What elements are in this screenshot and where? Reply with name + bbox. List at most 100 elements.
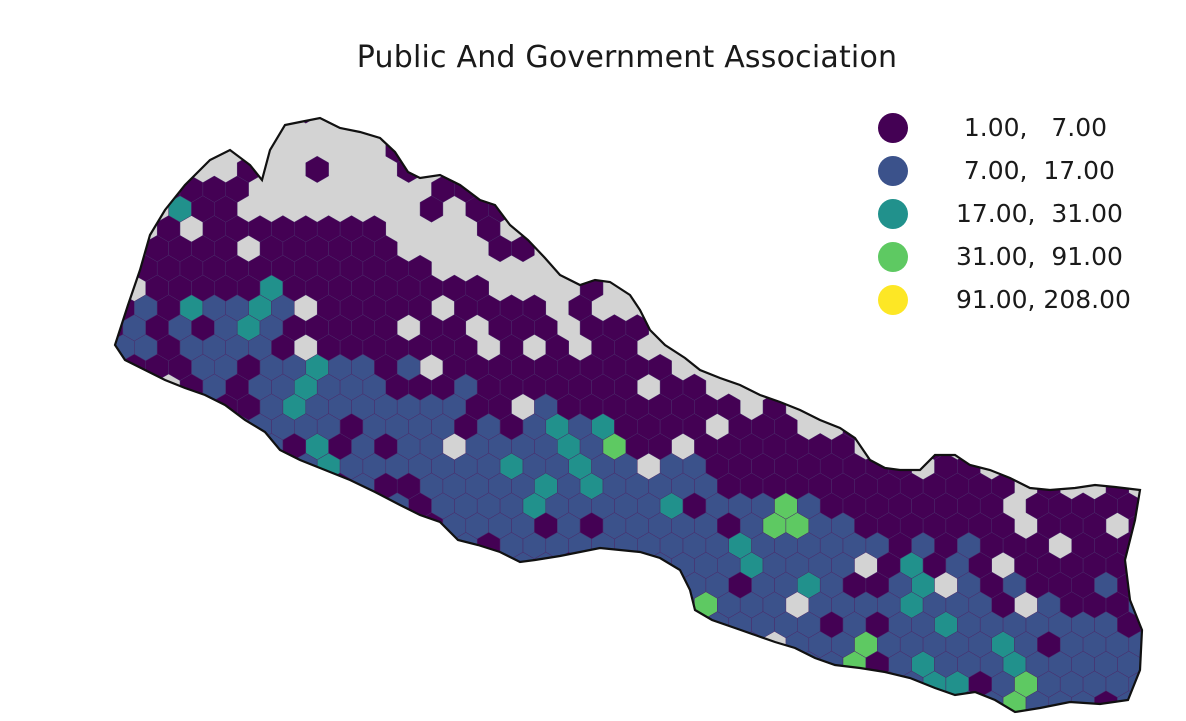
hex-cell	[339, 118, 364, 124]
hex-cell	[511, 670, 535, 698]
hex-cell	[705, 690, 729, 712]
hex-cell	[396, 670, 421, 698]
hex-cell	[271, 532, 295, 560]
hex-cell	[1117, 334, 1141, 362]
hex-cell	[854, 670, 878, 698]
hex-cell	[339, 611, 364, 639]
hex-cell	[568, 650, 592, 678]
hex-cell	[602, 155, 627, 183]
hex-cell	[591, 136, 615, 164]
legend-swatch-2	[878, 155, 908, 186]
hex-cell	[579, 551, 604, 579]
hex-cell	[145, 472, 169, 500]
hex-cell	[179, 136, 204, 164]
hex-cell	[115, 413, 135, 441]
hex-cell	[819, 334, 844, 362]
hex-cell	[671, 274, 695, 302]
hex-cell	[179, 492, 204, 520]
hex-cell	[1025, 452, 1050, 480]
hex-cell	[89, 691, 112, 717]
hex-cell	[179, 532, 204, 560]
hex-cell	[362, 611, 387, 639]
hex-cell	[351, 591, 375, 619]
hex-cell	[248, 571, 272, 599]
hex-cell	[419, 591, 444, 619]
hex-cell	[134, 492, 158, 520]
hex-cell	[442, 631, 467, 659]
hex-cell	[374, 591, 398, 619]
hex-cell	[202, 690, 226, 712]
hex-cell	[625, 631, 649, 659]
hex-cell	[751, 690, 775, 712]
hex-cell	[717, 235, 741, 263]
hex-cell	[476, 611, 501, 639]
hex-cell	[625, 118, 649, 144]
hex-cell	[179, 413, 204, 441]
hex-cell	[385, 650, 409, 678]
hex-cell	[89, 532, 112, 558]
hex-cell	[522, 690, 547, 712]
hex-cell	[248, 650, 272, 678]
hex-cell	[1128, 155, 1142, 183]
hex-cell	[145, 551, 169, 579]
hex-cell	[602, 631, 627, 659]
legend: 1.00, 7.00 7.00, 17.00 17.00, 31.00 31.0…	[878, 106, 1131, 321]
hex-cell	[762, 235, 787, 263]
hex-cell	[614, 571, 638, 599]
hex-cell	[511, 195, 535, 223]
hex-cell	[728, 136, 752, 164]
hex-cell	[682, 690, 707, 712]
hex-cell	[191, 472, 215, 500]
hex-cell	[842, 175, 867, 203]
hex-cell	[842, 690, 867, 712]
hex-cell	[225, 611, 249, 639]
hex-cell	[465, 591, 489, 619]
hex-cell	[545, 611, 569, 639]
hex-cell	[294, 690, 318, 712]
hex-cell	[591, 175, 615, 203]
hex-cell	[385, 571, 409, 599]
hex-cell	[115, 353, 124, 381]
hex-cell	[842, 215, 867, 243]
hex-cell	[774, 690, 798, 712]
hex-cell	[225, 690, 249, 712]
hex-cell	[122, 472, 146, 500]
hex-cell	[145, 591, 169, 619]
hex-cell	[499, 571, 524, 599]
hex-cell	[156, 611, 181, 639]
hex-cell	[602, 670, 627, 698]
hex-cell	[316, 690, 341, 712]
hex-cell	[122, 631, 146, 659]
hex-cell	[89, 97, 112, 123]
hex-cell	[89, 414, 112, 440]
hex-cell	[899, 433, 924, 461]
hex-cell	[122, 433, 146, 461]
hex-cell	[214, 433, 238, 461]
hex-cell	[168, 670, 192, 698]
hex-cell	[762, 314, 787, 342]
hex-cell	[717, 631, 741, 659]
hex-cell	[408, 690, 432, 712]
hex-cell	[637, 571, 661, 599]
hex-cell	[156, 650, 181, 678]
hex-cell	[316, 650, 341, 678]
hex-cell	[419, 551, 444, 579]
hex-cell	[831, 274, 855, 302]
hex-cell	[648, 118, 672, 144]
hex-cell	[145, 670, 169, 698]
hex-cell	[705, 650, 729, 678]
hex-cell	[89, 295, 112, 321]
hex-cell	[682, 215, 707, 243]
hex-cell	[545, 690, 569, 712]
hex-cell	[134, 532, 158, 560]
hex-cell	[115, 591, 124, 619]
hex-cell	[271, 650, 295, 678]
hex-cell	[694, 314, 718, 342]
hex-cell	[214, 118, 238, 144]
hex-cell	[374, 670, 398, 698]
hex-cell	[819, 690, 844, 712]
hex-cell	[419, 670, 444, 698]
hex-cell	[282, 551, 307, 579]
legend-swatch-1	[878, 112, 908, 143]
hex-cell	[602, 551, 627, 579]
